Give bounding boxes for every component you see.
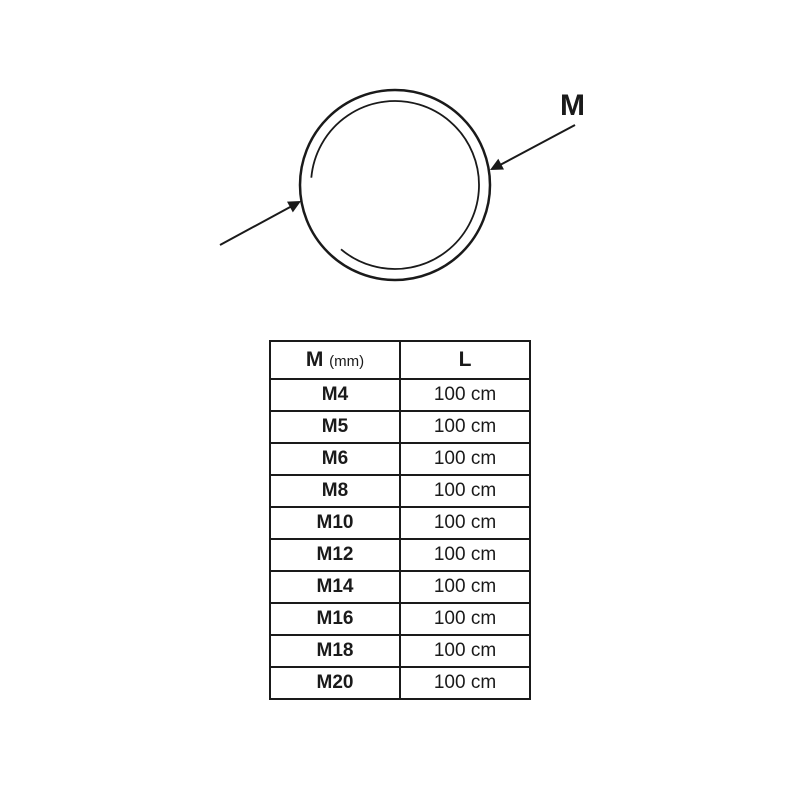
cell-l: 100 cm	[400, 635, 530, 667]
col-header-m: M (mm)	[270, 341, 400, 379]
table-row: M4100 cm	[270, 379, 530, 411]
cell-l: 100 cm	[400, 571, 530, 603]
table-row: M5100 cm	[270, 411, 530, 443]
cell-l: 100 cm	[400, 507, 530, 539]
circle-diagram: M	[200, 70, 600, 300]
cell-l: 100 cm	[400, 667, 530, 699]
cell-m: M4	[270, 379, 400, 411]
cell-m: M6	[270, 443, 400, 475]
table-row: M18100 cm	[270, 635, 530, 667]
col-header-l-main: L	[459, 348, 472, 371]
cell-m: M16	[270, 603, 400, 635]
cell-m: M18	[270, 635, 400, 667]
cell-l: 100 cm	[400, 475, 530, 507]
dimensions-table: M (mm) L M4100 cmM5100 cmM6100 cmM8100 c…	[269, 340, 531, 700]
col-header-m-sub: (mm)	[329, 353, 364, 370]
cell-l: 100 cm	[400, 411, 530, 443]
cell-m: M12	[270, 539, 400, 571]
table-body: M4100 cmM5100 cmM6100 cmM8100 cmM10100 c…	[270, 379, 530, 699]
col-header-l: L	[400, 341, 530, 379]
dimensions-table-wrap: M (mm) L M4100 cmM5100 cmM6100 cmM8100 c…	[269, 340, 531, 700]
cell-m: M5	[270, 411, 400, 443]
cell-l: 100 cm	[400, 603, 530, 635]
col-header-m-main: M	[306, 348, 324, 371]
table-row: M6100 cm	[270, 443, 530, 475]
cell-l: 100 cm	[400, 379, 530, 411]
table-row: M12100 cm	[270, 539, 530, 571]
cell-m: M8	[270, 475, 400, 507]
table-header-row: M (mm) L	[270, 341, 530, 379]
table-row: M16100 cm	[270, 603, 530, 635]
cell-m: M14	[270, 571, 400, 603]
cell-m: M20	[270, 667, 400, 699]
diagram-label-m: M	[560, 89, 585, 122]
table-row: M8100 cm	[270, 475, 530, 507]
table-row: M10100 cm	[270, 507, 530, 539]
table-row: M20100 cm	[270, 667, 530, 699]
cell-l: 100 cm	[400, 539, 530, 571]
cell-m: M10	[270, 507, 400, 539]
table-row: M14100 cm	[270, 571, 530, 603]
cell-l: 100 cm	[400, 443, 530, 475]
diagram-svg: M	[200, 70, 600, 300]
